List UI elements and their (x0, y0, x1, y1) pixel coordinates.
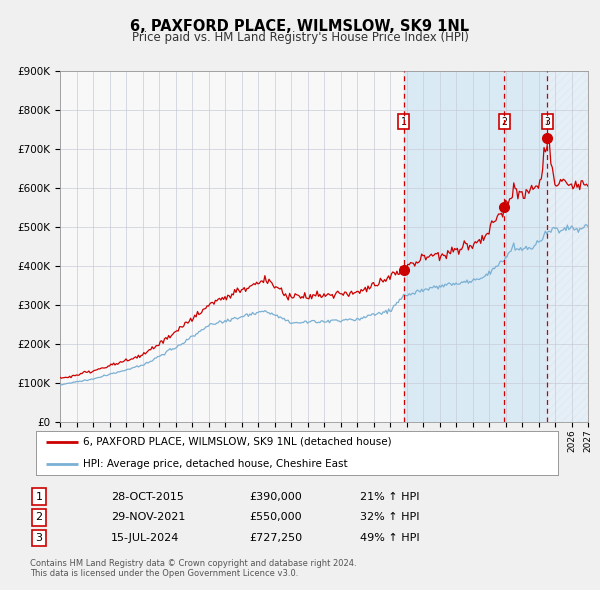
Text: £390,000: £390,000 (249, 492, 302, 502)
Text: 28-OCT-2015: 28-OCT-2015 (111, 492, 184, 502)
Text: Contains HM Land Registry data © Crown copyright and database right 2024.: Contains HM Land Registry data © Crown c… (30, 559, 356, 568)
Text: £727,250: £727,250 (249, 533, 302, 543)
Text: 1: 1 (401, 116, 407, 126)
Text: HPI: Average price, detached house, Cheshire East: HPI: Average price, detached house, Ches… (83, 459, 347, 469)
Text: 1: 1 (35, 492, 43, 502)
Text: This data is licensed under the Open Government Licence v3.0.: This data is licensed under the Open Gov… (30, 569, 298, 578)
Text: 6, PAXFORD PLACE, WILMSLOW, SK9 1NL: 6, PAXFORD PLACE, WILMSLOW, SK9 1NL (130, 19, 470, 34)
Text: 32% ↑ HPI: 32% ↑ HPI (360, 513, 419, 522)
Text: 15-JUL-2024: 15-JUL-2024 (111, 533, 179, 543)
Text: Price paid vs. HM Land Registry's House Price Index (HPI): Price paid vs. HM Land Registry's House … (131, 31, 469, 44)
Text: £550,000: £550,000 (249, 513, 302, 522)
Text: 2: 2 (35, 513, 43, 522)
Bar (404, 71, 547, 422)
Text: 3: 3 (544, 116, 550, 126)
Text: 49% ↑ HPI: 49% ↑ HPI (360, 533, 419, 543)
Text: 29-NOV-2021: 29-NOV-2021 (111, 513, 185, 522)
Text: 21% ↑ HPI: 21% ↑ HPI (360, 492, 419, 502)
Text: 3: 3 (35, 533, 43, 543)
Bar (547, 71, 588, 422)
Text: 2: 2 (501, 116, 507, 126)
Text: 6, PAXFORD PLACE, WILMSLOW, SK9 1NL (detached house): 6, PAXFORD PLACE, WILMSLOW, SK9 1NL (det… (83, 437, 392, 447)
